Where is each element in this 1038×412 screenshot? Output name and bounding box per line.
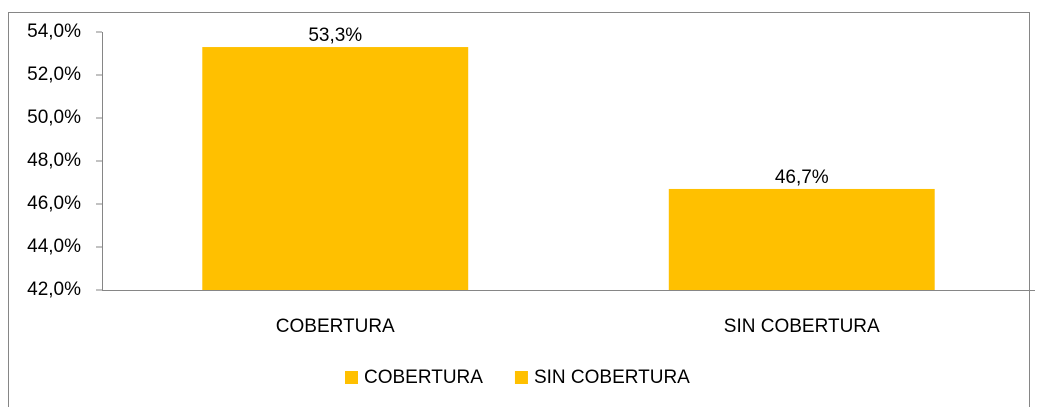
chart-frame	[8, 12, 1030, 412]
y-tick-label: 50,0%	[27, 107, 81, 128]
y-tick-label: 44,0%	[27, 236, 81, 257]
x-tick-label: COBERTURA	[276, 316, 395, 337]
data-label: 53,3%	[308, 25, 362, 46]
y-tick-label: 52,0%	[27, 64, 81, 85]
y-tick-label: 54,0%	[27, 21, 81, 42]
data-label: 46,7%	[775, 167, 829, 188]
bar	[202, 47, 469, 290]
legend-label: SIN COBERTURA	[534, 367, 690, 388]
y-tick-label: 42,0%	[27, 279, 81, 300]
y-tick-label: 48,0%	[27, 150, 81, 171]
bar	[668, 188, 935, 290]
legend-swatch	[514, 371, 528, 384]
legend-label: COBERTURA	[364, 367, 483, 388]
x-tick-label: SIN COBERTURA	[724, 316, 880, 337]
y-tick-label: 46,0%	[27, 193, 81, 214]
legend-swatch	[345, 371, 358, 384]
